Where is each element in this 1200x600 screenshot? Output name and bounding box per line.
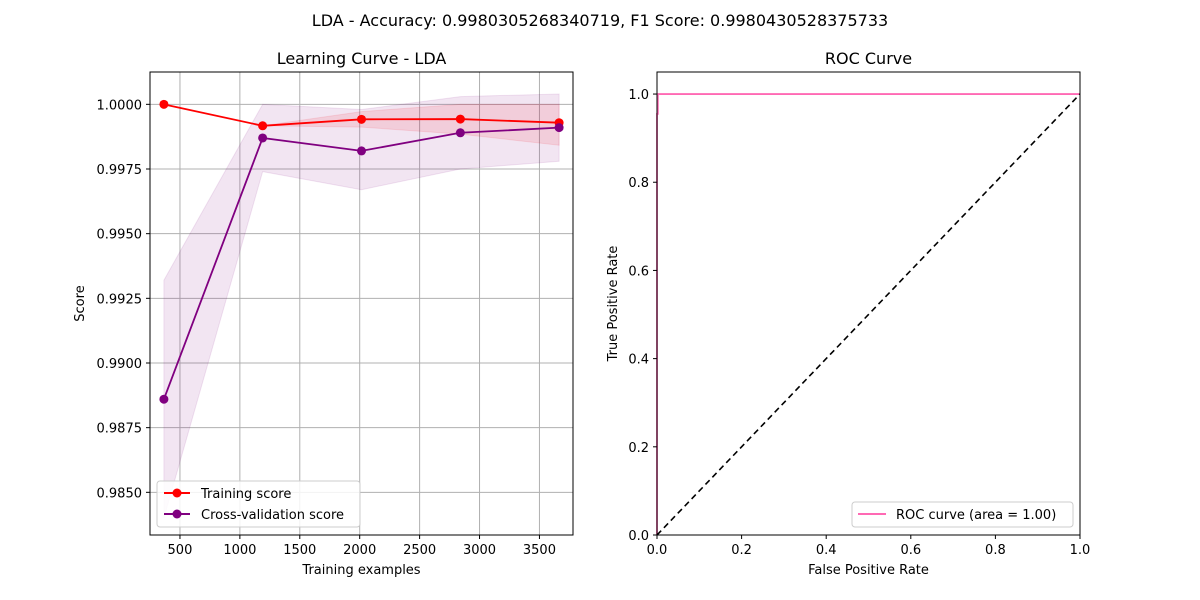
roc-y-label: True Positive Rate <box>606 246 621 363</box>
learning-curve-y-tick-label: 1.0000 <box>97 98 143 113</box>
learning-curve-y-tick-label: 0.9925 <box>97 292 143 307</box>
learning-curve-y-tick-label: 0.9950 <box>97 228 143 243</box>
learning-curve-y-label: Score <box>73 285 88 321</box>
learning-curve-x-tick-label: 3000 <box>463 543 496 558</box>
roc-y-tick-label: 0.2 <box>628 441 649 456</box>
learning-curve-y-tick-label: 0.9975 <box>97 163 143 178</box>
chance-diagonal-line <box>656 93 1081 536</box>
learning-curve-x-tick-label: 2000 <box>343 543 376 558</box>
learning-curve-y-tick-label: 0.9900 <box>97 357 143 372</box>
roc-y-ticks: 0.0 0.2 0.4 0.6 0.8 1.0 <box>628 88 657 544</box>
roc-x-tick-label: 0.6 <box>900 543 921 558</box>
learning-curve-legend-box <box>156 480 361 528</box>
learning-curve-y-ticks: 0.9850 0.9875 0.9900 0.9925 0.9950 0.9975 1.00… <box>97 98 150 501</box>
learning-curve-y-tick-label: 0.9850 <box>97 486 143 501</box>
learning-curve-title: Learning Curve - LDA <box>277 49 447 68</box>
learning-curve-points <box>159 99 564 404</box>
learning-curve-legend: Training score Cross-validation score <box>156 480 361 528</box>
figure-suptitle: LDA - Accuracy: 0.9980305268340719, F1 S… <box>312 11 888 30</box>
legend-training-label: Training score <box>200 487 291 502</box>
roc-legend-box <box>851 501 1074 528</box>
roc-x-tick-label: 0.0 <box>647 543 668 558</box>
learning-curve-x-ticks: 500 1000 1500 2000 2500 3000 3500 <box>168 535 556 558</box>
roc-x-tick-label: 0.4 <box>816 543 837 558</box>
roc-x-tick-label: 1.0 <box>1070 543 1091 558</box>
roc-curve-chart: 0.0 0.2 0.4 0.6 0.8 1.0 0.0 0.2 0.4 0.6 0.8 1.0 RO… <box>606 49 1090 578</box>
legend-training-marker <box>172 488 182 498</box>
cv-score-point <box>159 394 169 404</box>
roc-x-tick-label: 0.2 <box>731 543 752 558</box>
learning-curve-x-tick-label: 500 <box>168 543 193 558</box>
cv-score-point <box>554 123 564 133</box>
roc-y-tick-label: 1.0 <box>628 88 649 103</box>
legend-cv-label: Cross-validation score <box>201 508 344 523</box>
roc-y-tick-label: 0.0 <box>628 529 649 544</box>
learning-curve-y-tick-label: 0.9875 <box>97 422 143 437</box>
roc-x-label: False Positive Rate <box>808 563 929 578</box>
learning-curve-x-tick-label: 3500 <box>523 543 556 558</box>
training-score-point <box>159 99 169 109</box>
roc-y-tick-label: 0.8 <box>628 176 649 191</box>
cv-score-point <box>357 146 366 156</box>
training-score-point <box>258 121 268 131</box>
roc-title: ROC Curve <box>825 49 912 68</box>
cv-score-band <box>163 93 560 519</box>
training-score-point <box>455 114 465 124</box>
training-score-point <box>357 114 366 124</box>
learning-curve-x-tick-label: 1500 <box>283 543 316 558</box>
learning-curve-x-tick-label: 1000 <box>223 543 256 558</box>
legend-cv-marker <box>172 509 182 519</box>
learning-curve-frame <box>149 71 574 536</box>
legend-roc-label: ROC curve (area = 1.00) <box>896 508 1056 523</box>
cv-score-point <box>455 128 465 138</box>
learning-curve-x-tick-label: 2500 <box>403 543 436 558</box>
cv-score-point <box>258 133 268 143</box>
roc-y-tick-label: 0.4 <box>628 353 649 368</box>
roc-x-ticks: 0.0 0.2 0.4 0.6 0.8 1.0 <box>647 535 1091 558</box>
roc-legend: ROC curve (area = 1.00) <box>851 501 1074 528</box>
learning-curve-chart: 500 1000 1500 2000 2500 3000 3500 0.9850 0.9875… <box>73 49 574 578</box>
roc-x-tick-label: 0.8 <box>985 543 1006 558</box>
roc-y-tick-label: 0.6 <box>628 264 649 279</box>
roc-frame <box>656 71 1081 536</box>
learning-curve-x-label: Training examples <box>301 563 420 578</box>
